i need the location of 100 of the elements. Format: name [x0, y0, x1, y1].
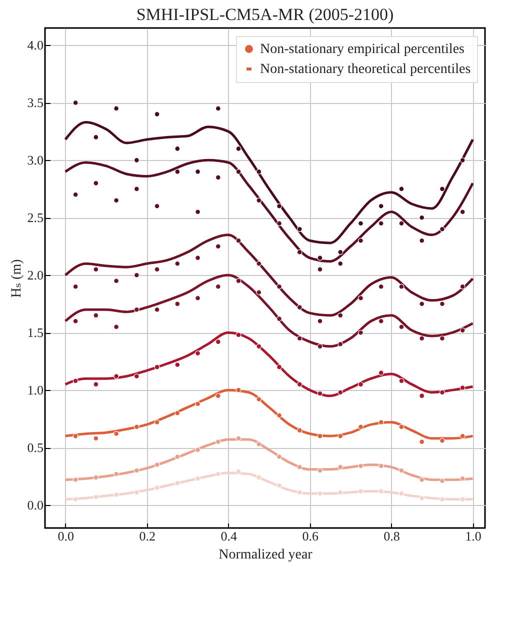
x-tick-label: 0.4 [220, 528, 238, 544]
point [317, 490, 323, 496]
point [72, 284, 78, 290]
point [256, 290, 262, 296]
y-tick-label: 3.0 [27, 152, 44, 168]
point [276, 203, 282, 209]
point [114, 324, 120, 330]
point [93, 474, 99, 480]
point [358, 463, 364, 469]
point [134, 157, 140, 163]
point [317, 390, 323, 396]
point [460, 385, 466, 391]
point [460, 328, 466, 334]
point [134, 374, 140, 380]
point [338, 390, 344, 396]
point [215, 106, 221, 112]
point [378, 370, 384, 376]
point [215, 284, 221, 290]
y-tick-label: 0.5 [27, 440, 44, 456]
point [419, 301, 425, 307]
point [195, 295, 201, 301]
point [256, 260, 262, 266]
point [419, 238, 425, 244]
point [93, 312, 99, 318]
y-tick-label: 0.0 [27, 498, 44, 513]
point [72, 318, 78, 324]
point [296, 464, 302, 470]
x-tick-label: 0.6 [302, 528, 319, 544]
point [236, 146, 242, 152]
x-tick-label: 0.8 [384, 528, 400, 544]
point [154, 111, 160, 117]
point [338, 433, 344, 439]
point [358, 295, 364, 301]
point [195, 168, 201, 174]
point [256, 344, 262, 350]
point [378, 420, 384, 425]
point [276, 482, 282, 488]
point [358, 238, 364, 244]
point [419, 495, 425, 501]
point [154, 203, 160, 209]
point [256, 441, 262, 447]
point [317, 433, 323, 439]
point [236, 436, 242, 442]
point [378, 284, 384, 290]
point [154, 420, 160, 425]
point [174, 454, 180, 460]
point [93, 180, 99, 186]
point [114, 106, 120, 112]
line-series [64, 121, 474, 244]
point [296, 226, 302, 232]
point [439, 301, 445, 307]
line-series [64, 274, 474, 348]
y-axis-title: Hₛ (m) [9, 258, 24, 298]
y-tick-label: 1.0 [27, 382, 44, 398]
point [276, 316, 282, 322]
point [398, 284, 404, 290]
point [378, 463, 384, 469]
point [93, 436, 99, 442]
point [398, 490, 404, 496]
point [296, 304, 302, 310]
point [215, 174, 221, 180]
point [296, 249, 302, 255]
point [114, 471, 120, 477]
point [338, 312, 344, 318]
point [419, 476, 425, 482]
point [317, 468, 323, 474]
point [317, 318, 323, 324]
point [154, 306, 160, 312]
point [215, 471, 221, 477]
point [276, 364, 282, 370]
point [93, 134, 99, 140]
point [358, 424, 364, 430]
point [256, 168, 262, 174]
point [338, 260, 344, 266]
x-tick-label: 0.0 [58, 528, 74, 544]
line-series [64, 438, 474, 481]
line-series [64, 234, 474, 317]
point [195, 476, 201, 482]
point [439, 186, 445, 192]
point [460, 157, 466, 163]
point [114, 374, 120, 380]
point [174, 260, 180, 266]
point [419, 336, 425, 342]
x-tick-label: 1.0 [465, 528, 482, 544]
point [236, 387, 242, 393]
chart-title: SMHI-IPSL-CM5A-MR (2005-2100) [136, 5, 394, 24]
point [338, 249, 344, 255]
point [134, 468, 140, 474]
point [460, 476, 466, 482]
line-series [64, 158, 474, 263]
point [338, 341, 344, 347]
point [72, 433, 78, 439]
point [256, 198, 262, 204]
point [174, 410, 180, 416]
point [72, 100, 78, 106]
line-series [64, 331, 474, 398]
point [236, 238, 242, 244]
point [439, 336, 445, 342]
point [378, 318, 384, 324]
point [276, 412, 282, 418]
